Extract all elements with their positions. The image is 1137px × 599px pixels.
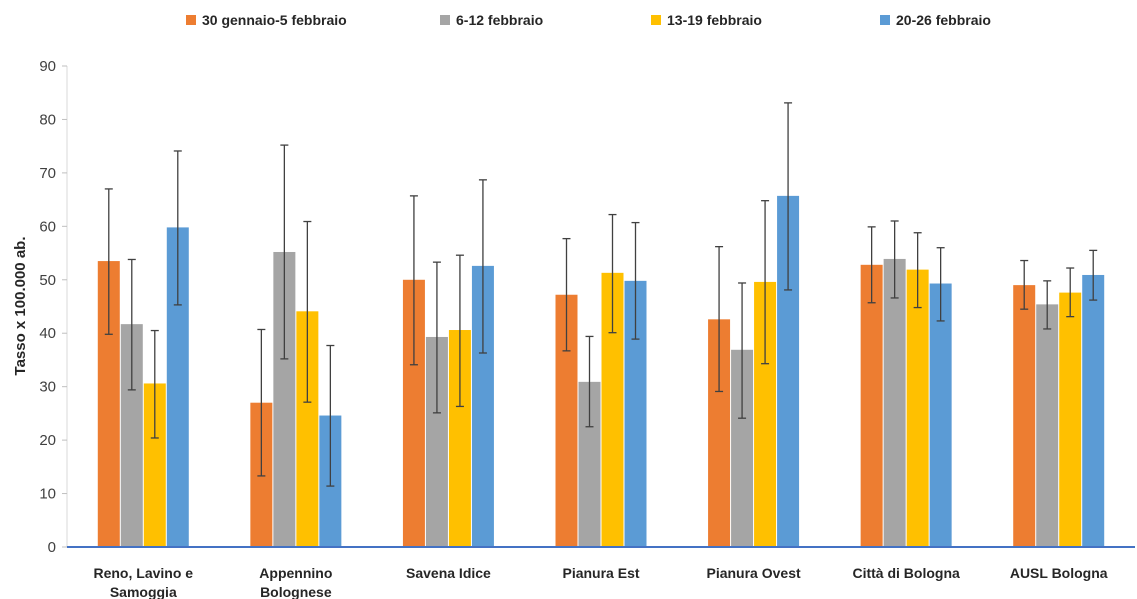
bar [1082, 274, 1105, 547]
y-tick-label: 30 [39, 379, 56, 396]
y-tick-label: 60 [39, 218, 56, 235]
y-tick-label: 70 [39, 165, 56, 182]
legend-label: 20-26 febbraio [896, 12, 991, 28]
x-category-label: Pianura Est [562, 565, 639, 581]
bar [1059, 292, 1082, 547]
y-tick-label: 50 [39, 272, 56, 289]
bar [731, 349, 754, 547]
error-bars [104, 102, 1098, 487]
x-category-label: Bolognese [260, 584, 332, 599]
legend: 30 gennaio-5 febbraio 6-12 febbraio 13-19 … [186, 12, 991, 28]
y-tick-label: 90 [39, 58, 56, 75]
bar [471, 265, 494, 547]
x-category-label: Reno, Lavino e [93, 565, 193, 581]
legend-label: 6-12 febbraio [456, 12, 543, 28]
bar [754, 281, 777, 547]
x-category-label: Appennino [259, 565, 332, 581]
bar [1013, 285, 1036, 547]
bar [555, 294, 578, 547]
bars [97, 195, 1105, 547]
bar [860, 264, 883, 547]
legend-label: 30 gennaio-5 febbraio [202, 12, 347, 28]
bar [624, 280, 647, 547]
bar [777, 195, 800, 547]
bar [402, 279, 425, 547]
legend-label: 13-19 febbraio [667, 12, 762, 28]
bar [425, 336, 448, 547]
y-axis-label: Tasso x 100.000 ab. [12, 237, 29, 376]
y-tick-label: 10 [39, 486, 56, 503]
x-category-label: Samoggia [110, 584, 177, 599]
y-tick-label: 80 [39, 111, 56, 128]
bar [166, 227, 189, 547]
x-category-label: Città di Bologna [852, 565, 960, 581]
bar [97, 261, 120, 547]
y-tick-label: 20 [39, 432, 56, 449]
bar [120, 324, 143, 547]
legend-swatch [651, 15, 661, 25]
bar [601, 272, 624, 547]
y-axis: 0 10 20 30 40 50 60 70 80 90 [39, 58, 68, 556]
bar [883, 258, 906, 547]
bar [1036, 304, 1059, 547]
legend-swatch [186, 15, 196, 25]
bar [906, 269, 929, 547]
bar [273, 251, 296, 547]
bar [448, 330, 471, 547]
x-category-label: Savena Idice [406, 565, 491, 581]
y-tick-label: 0 [48, 539, 56, 556]
bar [143, 383, 166, 547]
bar [929, 283, 952, 547]
bar [296, 311, 319, 547]
x-category-label: Pianura Ovest [706, 565, 800, 581]
legend-swatch [440, 15, 450, 25]
legend-swatch [880, 15, 890, 25]
y-tick-label: 40 [39, 325, 56, 342]
bar [578, 381, 601, 547]
x-category-label: AUSL Bologna [1010, 565, 1108, 581]
bar [708, 319, 731, 547]
x-axis: Reno, Lavino e Samoggia Appennino Bolognese… [67, 546, 1135, 599]
